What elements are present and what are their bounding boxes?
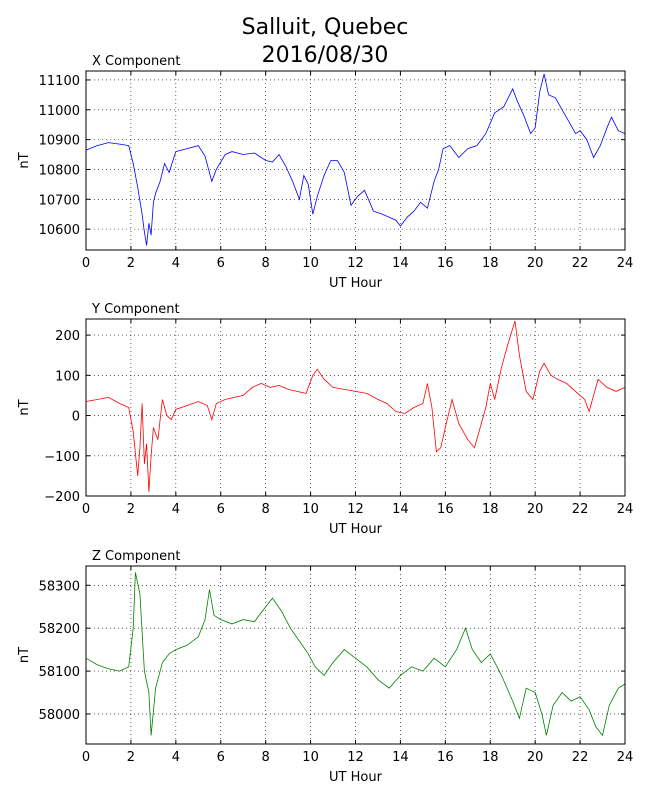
x-tick-label: 2 xyxy=(127,256,135,271)
series-line xyxy=(85,73,626,246)
series-line xyxy=(85,572,626,737)
x-tick-label: 8 xyxy=(262,750,270,765)
x-tick-label: 20 xyxy=(527,502,544,517)
x-tick-label: 4 xyxy=(172,750,180,765)
y-tick-label: 0 xyxy=(72,410,80,425)
x-tick-label: 20 xyxy=(527,256,544,271)
y-tick-label: 58100 xyxy=(39,665,80,680)
x-tick-label: 18 xyxy=(482,256,499,271)
y-tick-label: 58300 xyxy=(39,579,80,594)
x-tick-label: 16 xyxy=(437,256,454,271)
y-tick-label: 10900 xyxy=(39,134,80,149)
x-tick-label: 22 xyxy=(572,256,589,271)
x-axis-label: UT Hour xyxy=(329,276,383,291)
x-tick-label: 22 xyxy=(572,750,589,765)
x-tick-label: 4 xyxy=(172,256,180,271)
y-tick-label: 10700 xyxy=(39,193,80,208)
x-tick-label: 14 xyxy=(392,256,409,271)
y-tick-label: 200 xyxy=(55,329,80,344)
x-tick-label: 0 xyxy=(82,502,90,517)
y-axis-label: nT xyxy=(17,152,32,168)
panel-title: X Component xyxy=(92,54,181,69)
x-tick-label: 12 xyxy=(347,502,364,517)
x-tick-label: 22 xyxy=(572,502,589,517)
figure-title-line2: 2016/08/30 xyxy=(262,43,389,68)
x-tick-label: 2 xyxy=(127,502,135,517)
x-tick-label: 6 xyxy=(217,502,225,517)
x-tick-label: 14 xyxy=(392,750,409,765)
y-tick-label: 100 xyxy=(55,369,80,384)
y-tick-label: 58200 xyxy=(39,622,80,637)
x-tick-label: 18 xyxy=(482,502,499,517)
x-tick-label: 24 xyxy=(617,256,634,271)
panel-title: Z Component xyxy=(92,549,181,564)
x-axis-label: UT Hour xyxy=(329,522,383,537)
x-tick-label: 12 xyxy=(347,256,364,271)
y-tick-label: −100 xyxy=(44,450,80,465)
y-tick-label: −200 xyxy=(44,490,80,505)
x-tick-label: 2 xyxy=(127,750,135,765)
y-tick-label: 10800 xyxy=(39,163,80,178)
plot-area xyxy=(86,71,625,250)
y-tick-label: 10600 xyxy=(39,223,80,238)
x-tick-label: 24 xyxy=(617,502,634,517)
x-tick-label: 8 xyxy=(262,502,270,517)
x-tick-label: 20 xyxy=(527,750,544,765)
x-tick-label: 14 xyxy=(392,502,409,517)
y-tick-label: 11100 xyxy=(39,74,80,89)
x-tick-label: 24 xyxy=(617,750,634,765)
x-tick-label: 8 xyxy=(262,256,270,271)
x-axis-label: UT Hour xyxy=(329,770,383,785)
x-tick-label: 4 xyxy=(172,502,180,517)
x-tick-label: 6 xyxy=(217,256,225,271)
x-tick-label: 10 xyxy=(302,750,319,765)
y-axis-label: nT xyxy=(17,647,32,663)
x-tick-label: 16 xyxy=(437,750,454,765)
x-tick-label: 6 xyxy=(217,750,225,765)
panel-title: Y Component xyxy=(91,302,180,317)
figure-title-line1: Salluit, Quebec xyxy=(242,15,409,40)
y-tick-label: 58000 xyxy=(39,708,80,723)
x-tick-label: 12 xyxy=(347,750,364,765)
x-tick-label: 0 xyxy=(82,256,90,271)
x-tick-label: 10 xyxy=(302,256,319,271)
x-tick-label: 10 xyxy=(302,502,319,517)
x-tick-label: 18 xyxy=(482,750,499,765)
y-tick-label: 11000 xyxy=(39,104,80,119)
series-line xyxy=(85,320,626,493)
y-axis-label: nT xyxy=(17,399,32,415)
x-tick-label: 16 xyxy=(437,502,454,517)
x-tick-label: 0 xyxy=(82,750,90,765)
